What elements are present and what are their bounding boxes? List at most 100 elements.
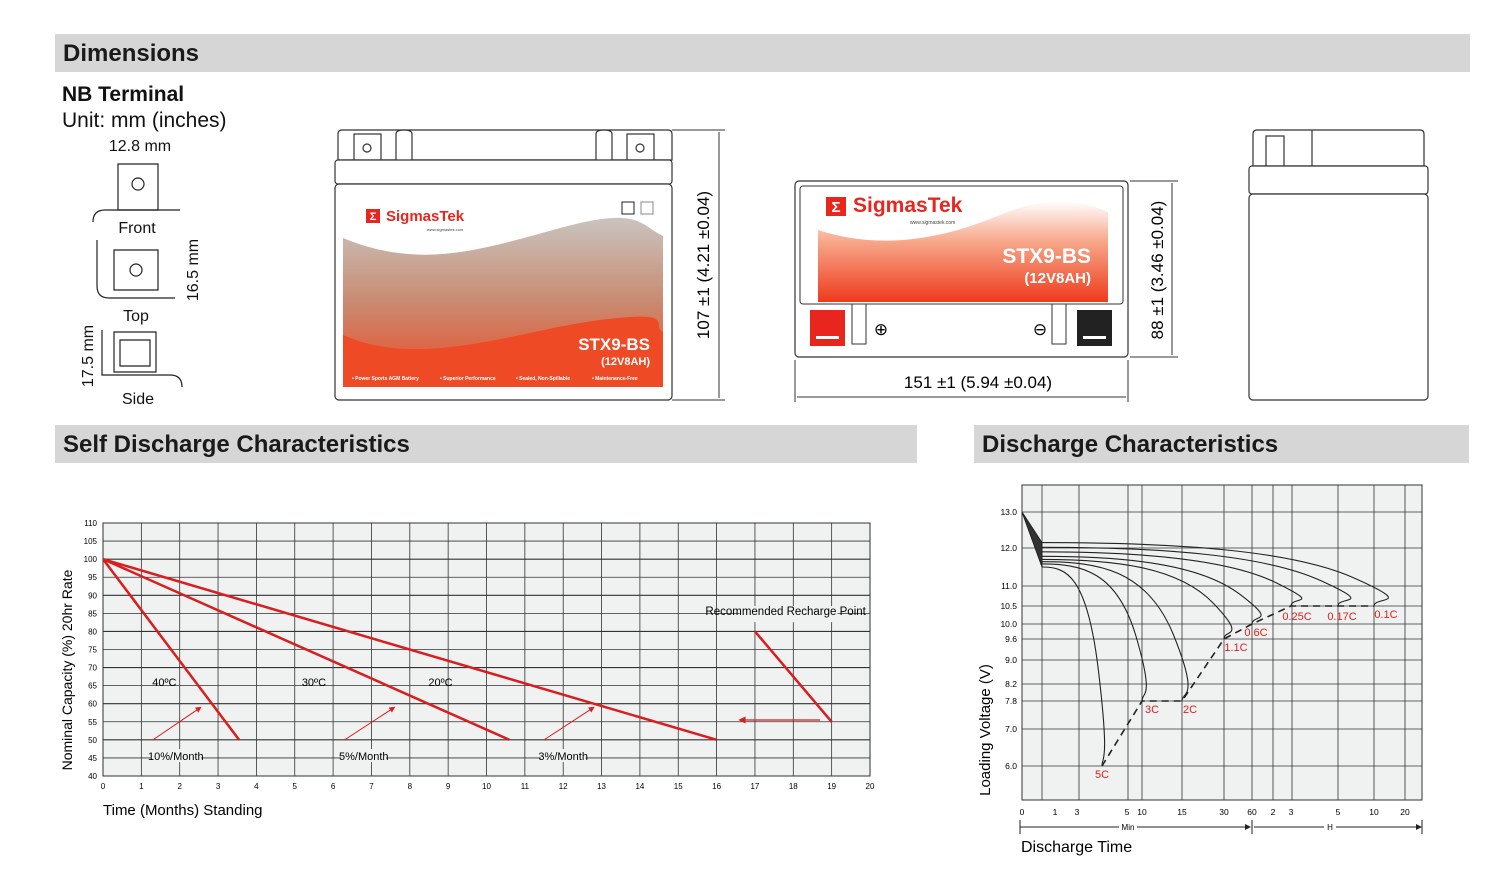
x-tick-label: 5 (293, 782, 298, 791)
section-header-discharge: Discharge Characteristics (974, 425, 1469, 463)
y-tick-label: 55 (88, 718, 97, 727)
x-tick-label: 14 (635, 782, 644, 791)
x-tick-label: 10 (1137, 807, 1147, 817)
negative-terminal (1077, 310, 1112, 346)
width-dimension: 151 ±1 (5.94 ±0.04) (904, 373, 1052, 392)
terminal-side-height-label: 17.5 mm (80, 325, 97, 387)
min-bg (1119, 822, 1137, 832)
series-label: 40ºC (152, 677, 176, 689)
battery-side-view (1248, 129, 1429, 401)
x-tick-label: 7 (369, 782, 374, 791)
discharge-curve-0.17C (1041, 546, 1352, 607)
discharge-chart: 0 1 3 5 10 15 30 60 2 3 5 10 20 13.0 12.0 11.0 10.5 10.0 9… (1000, 484, 1423, 834)
rate-label: 3%/Month (538, 751, 588, 763)
section-header-dimensions: Dimensions (55, 34, 1470, 72)
x-tick-label: 9 (446, 782, 451, 791)
rate-label-0.1C: 0.1C (1374, 609, 1397, 621)
series-label: 30ºC (302, 677, 326, 689)
brand-name: SigmasTek (386, 208, 465, 225)
series-line-30ºC (102, 558, 511, 741)
dc-x-axis-label: Discharge Time (1021, 839, 1132, 856)
min-label: Min (1122, 823, 1135, 832)
top-spec-label: (12V8AH) (1024, 270, 1091, 287)
terminal-height-label: 16.5 mm (185, 239, 202, 301)
y-tick-label: 10.0 (1000, 619, 1017, 629)
rate-label-0.25C: 0.25C (1282, 611, 1311, 623)
y-tick-label: 7.8 (1005, 696, 1017, 706)
discharge-curve-0.6C (1041, 555, 1262, 625)
rate-label-0.6C: 0.6C (1244, 627, 1267, 639)
x-tick-label: 15 (1177, 807, 1187, 817)
rate-label: 10%/Month (148, 751, 204, 763)
y-tick-label: 95 (88, 573, 97, 582)
rate-label-bg (540, 749, 586, 763)
y-tick-label: 65 (88, 682, 97, 691)
hour-bg (1324, 822, 1336, 832)
x-tick-label: 1 (139, 782, 144, 791)
battery-top-view: Σ SigmasTek www.sigmastek.com STX9-BS (1… (794, 180, 1178, 402)
rate-label-1.1C: 1.1C (1224, 642, 1247, 654)
feature-3: • Sealed, Non-Spillable (516, 376, 570, 382)
recharge-pointer (753, 630, 833, 723)
top-brand-website: www.sigmastek.com (910, 220, 955, 226)
terminal-top-label: Top (123, 308, 149, 325)
dc-y-axis-label: Loading Voltage (V) (977, 664, 994, 796)
x-tick-label: 0 (101, 782, 106, 791)
top-model-label: STX9-BS (1002, 245, 1091, 268)
x-tick-label: 60 (1247, 807, 1257, 817)
y-tick-label: 8.2 (1005, 679, 1017, 689)
feature-2: • Superior Performance (440, 376, 496, 382)
y-tick-label: 100 (84, 555, 98, 564)
y-tick-label: 6.0 (1005, 761, 1017, 771)
x-tick-label: 15 (674, 782, 683, 791)
series-line-20ºC (102, 557, 717, 742)
x-tick-label: 0 (1020, 807, 1025, 817)
rate-label-0.17C: 0.17C (1327, 611, 1356, 623)
hour-label: H (1327, 823, 1333, 832)
x-tick-label: 12 (559, 782, 568, 791)
x-tick-label: 5 (1125, 807, 1130, 817)
section-header-self-discharge: Self Discharge Characteristics (55, 425, 917, 463)
minus-icon: ⊖ (1033, 320, 1047, 339)
no-trash-icon (640, 201, 654, 215)
initial-voltage-drop (1021, 511, 1043, 568)
y-tick-label: 75 (88, 646, 97, 655)
model-label: STX9-BS (578, 335, 650, 354)
y-tick-label: 110 (84, 519, 97, 528)
plot-area (1021, 484, 1423, 801)
positive-terminal (810, 310, 845, 346)
x-tick-label: 19 (827, 782, 836, 791)
svg-text:Σ: Σ (370, 211, 377, 223)
x-tick-label: 17 (750, 782, 759, 791)
discharge-curve-1.1C (1041, 558, 1233, 640)
x-tick-label: 13 (597, 782, 606, 791)
x-tick-label: 10 (482, 782, 491, 791)
x-tick-label: 2 (1271, 807, 1276, 817)
y-tick-label: 90 (88, 591, 97, 600)
series-label: 20ºC (428, 677, 452, 689)
discharge-curve-0.25C (1041, 551, 1303, 607)
series-line-40ºC (102, 558, 241, 741)
rate-label-bg (341, 749, 387, 763)
rate-arrow (543, 706, 595, 741)
rate-label-5C: 5C (1095, 769, 1109, 781)
height-dimension: 107 ±1 (4.21 ±0.04) (694, 191, 713, 339)
x-tick-label: 3 (1075, 807, 1080, 817)
annotation-bg (739, 606, 838, 623)
y-tick-label: 7.0 (1005, 724, 1017, 734)
y-tick-label: 13.0 (1000, 507, 1017, 517)
terminal-title: NB Terminal (62, 83, 185, 106)
unit-label: Unit: mm (inches) (62, 109, 227, 132)
recycle-icon (621, 201, 635, 215)
rate-arrow (152, 706, 202, 741)
x-tick-label: 8 (408, 782, 413, 791)
y-tick-label: 70 (88, 664, 97, 673)
x-tick-label: 10 (1369, 807, 1379, 817)
y-tick-label: 80 (88, 627, 97, 636)
feature-4: • Maintenance-Free (592, 376, 638, 382)
feature-1: • Power Sports AGM Battery (352, 376, 419, 382)
x-tick-label: 20 (866, 782, 875, 791)
y-tick-label: 40 (88, 772, 97, 781)
x-tick-label: 6 (331, 782, 336, 791)
